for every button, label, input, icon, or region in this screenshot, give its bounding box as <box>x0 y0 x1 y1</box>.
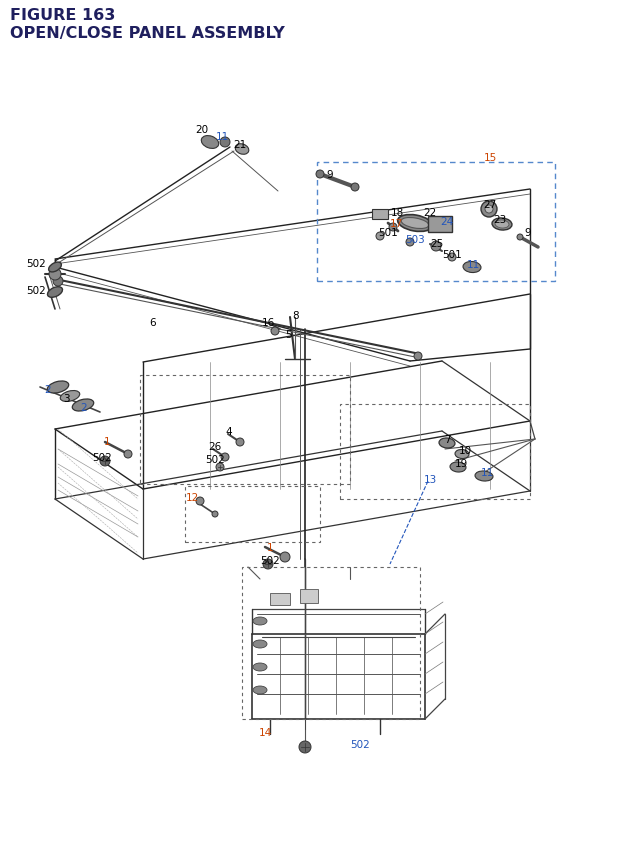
Circle shape <box>53 276 63 287</box>
Text: 501: 501 <box>378 228 398 238</box>
Text: 5: 5 <box>285 330 292 339</box>
Circle shape <box>196 498 204 505</box>
Ellipse shape <box>463 262 481 273</box>
Ellipse shape <box>49 263 61 273</box>
Text: 27: 27 <box>483 200 497 210</box>
Text: 18: 18 <box>390 208 404 218</box>
Ellipse shape <box>450 462 466 473</box>
Text: 22: 22 <box>424 208 436 218</box>
Text: 20: 20 <box>195 125 209 135</box>
Circle shape <box>216 463 224 472</box>
Ellipse shape <box>401 218 429 229</box>
Ellipse shape <box>72 400 93 412</box>
Circle shape <box>236 438 244 447</box>
Circle shape <box>263 560 273 569</box>
Circle shape <box>212 511 218 517</box>
Bar <box>185 486 320 542</box>
Text: 502: 502 <box>350 739 370 749</box>
Text: 503: 503 <box>405 235 425 245</box>
Circle shape <box>220 138 230 148</box>
Ellipse shape <box>455 450 469 459</box>
Circle shape <box>481 201 497 218</box>
Circle shape <box>376 232 384 241</box>
Circle shape <box>221 454 229 461</box>
Ellipse shape <box>253 663 267 672</box>
Ellipse shape <box>47 381 68 393</box>
Ellipse shape <box>253 686 267 694</box>
Text: 8: 8 <box>292 311 300 320</box>
Text: 19: 19 <box>454 458 468 468</box>
Circle shape <box>389 224 397 232</box>
Text: 26: 26 <box>209 442 221 451</box>
Ellipse shape <box>475 472 493 481</box>
Ellipse shape <box>60 391 80 402</box>
Circle shape <box>280 553 290 562</box>
Circle shape <box>517 235 523 241</box>
Text: 9: 9 <box>326 170 333 180</box>
Bar <box>270 593 290 605</box>
Text: 501: 501 <box>442 250 462 260</box>
Text: 11: 11 <box>467 260 479 269</box>
Circle shape <box>124 450 132 458</box>
Text: 502: 502 <box>26 258 46 269</box>
Text: 24: 24 <box>440 217 454 226</box>
Circle shape <box>485 206 493 214</box>
Text: 6: 6 <box>150 318 156 328</box>
Bar <box>300 589 318 604</box>
Text: 2: 2 <box>81 403 87 412</box>
Ellipse shape <box>47 288 63 298</box>
Circle shape <box>414 353 422 361</box>
Text: 502: 502 <box>260 555 280 566</box>
Text: 4: 4 <box>226 426 232 437</box>
Ellipse shape <box>236 145 249 155</box>
Circle shape <box>431 242 441 251</box>
FancyBboxPatch shape <box>372 210 388 220</box>
Text: 15: 15 <box>483 152 497 163</box>
Text: 14: 14 <box>259 728 271 737</box>
Ellipse shape <box>253 617 267 625</box>
Text: 17: 17 <box>389 219 403 229</box>
Text: 11: 11 <box>216 132 228 142</box>
Text: 1: 1 <box>267 542 273 553</box>
Text: 502: 502 <box>205 455 225 464</box>
Bar <box>340 405 530 499</box>
Text: FIGURE 163: FIGURE 163 <box>10 8 115 23</box>
Circle shape <box>100 456 110 467</box>
Text: 25: 25 <box>430 238 444 249</box>
Circle shape <box>351 183 359 192</box>
Text: 10: 10 <box>458 445 472 455</box>
Ellipse shape <box>495 220 509 229</box>
Ellipse shape <box>439 438 455 449</box>
Bar <box>317 163 555 282</box>
Text: 3: 3 <box>63 393 69 404</box>
Ellipse shape <box>202 136 219 149</box>
Text: 2: 2 <box>45 385 51 394</box>
Text: 23: 23 <box>493 214 507 225</box>
Text: 9: 9 <box>525 228 531 238</box>
FancyBboxPatch shape <box>428 217 452 232</box>
Circle shape <box>271 328 279 336</box>
Bar <box>242 567 420 719</box>
Bar <box>140 375 350 485</box>
Text: 7: 7 <box>444 435 451 444</box>
Text: 1: 1 <box>104 437 110 447</box>
Circle shape <box>316 170 324 179</box>
Text: 16: 16 <box>261 318 275 328</box>
Ellipse shape <box>397 215 432 232</box>
Circle shape <box>299 741 311 753</box>
Text: 12: 12 <box>186 492 198 503</box>
Circle shape <box>448 254 456 262</box>
Circle shape <box>406 238 414 247</box>
Circle shape <box>49 269 61 281</box>
Ellipse shape <box>492 219 512 231</box>
Text: OPEN/CLOSE PANEL ASSEMBLY: OPEN/CLOSE PANEL ASSEMBLY <box>10 26 285 41</box>
Text: 21: 21 <box>234 139 246 150</box>
Text: 502: 502 <box>92 453 112 462</box>
Text: 11: 11 <box>481 468 493 478</box>
Text: 13: 13 <box>424 474 436 485</box>
Ellipse shape <box>253 641 267 648</box>
Text: 502: 502 <box>26 286 46 295</box>
